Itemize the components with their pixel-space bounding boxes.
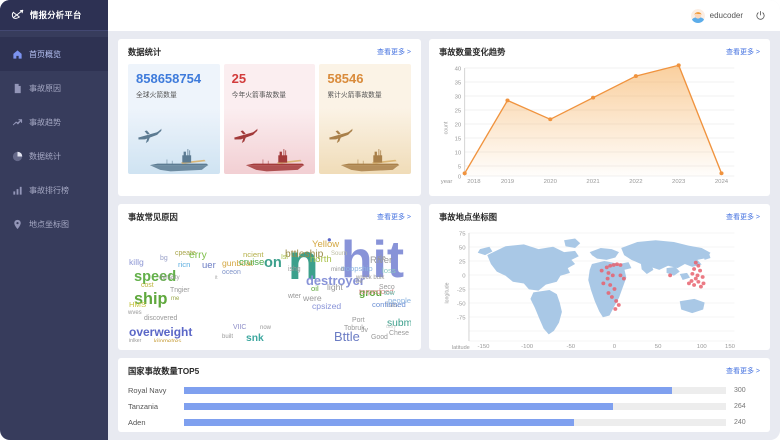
svg-text:2022: 2022 [629,179,642,185]
svg-text:2019: 2019 [501,179,514,185]
svg-text:15: 15 [455,137,462,143]
svg-text:20: 20 [455,123,462,129]
svg-text:25: 25 [455,109,462,115]
svg-text:50: 50 [655,344,662,350]
svg-text:longitude: longitude [444,282,450,303]
svg-text:-150: -150 [478,344,490,350]
svg-text:-50: -50 [457,302,466,308]
svg-text:0: 0 [458,175,461,181]
svg-text:25: 25 [459,260,466,266]
svg-text:30: 30 [455,95,462,101]
svg-text:10: 10 [455,151,462,157]
svg-text:75: 75 [459,232,466,238]
svg-text:35: 35 [455,81,462,87]
svg-text:-25: -25 [457,288,466,294]
svg-text:150: 150 [725,344,735,350]
svg-text:-100: -100 [521,344,533,350]
svg-text:40: 40 [455,67,462,73]
svg-text:2020: 2020 [544,179,557,185]
svg-text:year: year [441,179,453,185]
svg-text:5: 5 [458,165,461,171]
svg-text:-75: -75 [457,316,466,322]
svg-text:2023: 2023 [672,179,685,185]
svg-text:2024: 2024 [715,179,729,185]
svg-text:0: 0 [613,344,616,350]
svg-text:count: count [443,121,449,134]
svg-text:2021: 2021 [586,179,599,185]
svg-text:0: 0 [462,274,465,280]
svg-text:latitude: latitude [452,345,470,351]
svg-text:50: 50 [459,246,466,252]
svg-text:-50: -50 [567,344,576,350]
svg-text:2018: 2018 [467,179,480,185]
svg-text:100: 100 [697,344,707,350]
